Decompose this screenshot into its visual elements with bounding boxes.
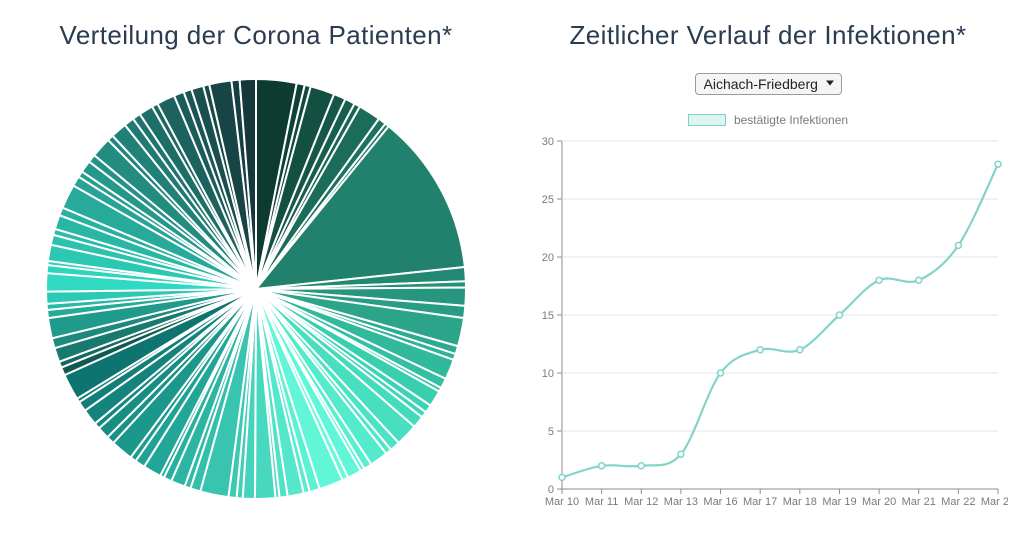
series-point[interactable] (836, 312, 842, 318)
x-tick-label: Mar 18 (783, 496, 817, 508)
series-point[interactable] (718, 370, 724, 376)
series-point[interactable] (599, 463, 605, 469)
pie-chart (36, 69, 476, 509)
line-legend: bestätigte Infektionen (688, 113, 848, 127)
x-tick-label: Mar 12 (624, 496, 658, 508)
y-tick-label: 25 (542, 194, 554, 206)
y-tick-label: 30 (542, 136, 554, 148)
x-tick-label: Mar 11 (585, 496, 618, 508)
x-tick-label: Mar 13 (664, 496, 698, 508)
series-point[interactable] (757, 347, 763, 353)
y-tick-label: 5 (548, 426, 554, 438)
region-select-wrap: Aichach-Friedberg (695, 73, 842, 95)
line-panel: Zeitlicher Verlauf der Infektionen* Aich… (512, 0, 1024, 543)
x-tick-label: Mar 23 (981, 496, 1008, 508)
y-tick-label: 20 (542, 252, 554, 264)
line-chart: bestätigte Infektionen 0 5 10 15 20 25 30 Mar 1… (528, 113, 1008, 513)
x-tick-label: Mar 17 (743, 496, 777, 508)
series-point[interactable] (916, 277, 922, 283)
series-point[interactable] (678, 451, 684, 457)
x-tick-label: Mar 22 (941, 496, 975, 508)
x-tick-label: Mar 20 (862, 496, 896, 508)
y-tick-label: 0 (548, 484, 554, 496)
y-tick-label: 10 (542, 368, 554, 380)
series-point[interactable] (995, 161, 1001, 167)
region-dropdown-row: Aichach-Friedberg (695, 73, 842, 95)
x-tick-label: Mar 19 (822, 496, 856, 508)
y-tick-label: 15 (542, 310, 554, 322)
series-line (562, 164, 998, 477)
series-point[interactable] (797, 347, 803, 353)
x-tick-label: Mar 16 (703, 496, 737, 508)
region-select[interactable]: Aichach-Friedberg (695, 73, 842, 95)
series-point[interactable] (876, 277, 882, 283)
pie-panel: Verteilung der Corona Patienten* (0, 0, 512, 543)
x-tick-label: Mar 10 (545, 496, 579, 508)
legend-swatch (688, 114, 726, 126)
series-point[interactable] (559, 474, 565, 480)
x-tick-label: Mar 21 (902, 496, 936, 508)
series-point[interactable] (955, 242, 961, 248)
series-point[interactable] (638, 463, 644, 469)
line-title: Zeitlicher Verlauf der Infektionen* (570, 20, 967, 51)
pie-title: Verteilung der Corona Patienten* (60, 20, 453, 51)
legend-label: bestätigte Infektionen (734, 113, 848, 127)
